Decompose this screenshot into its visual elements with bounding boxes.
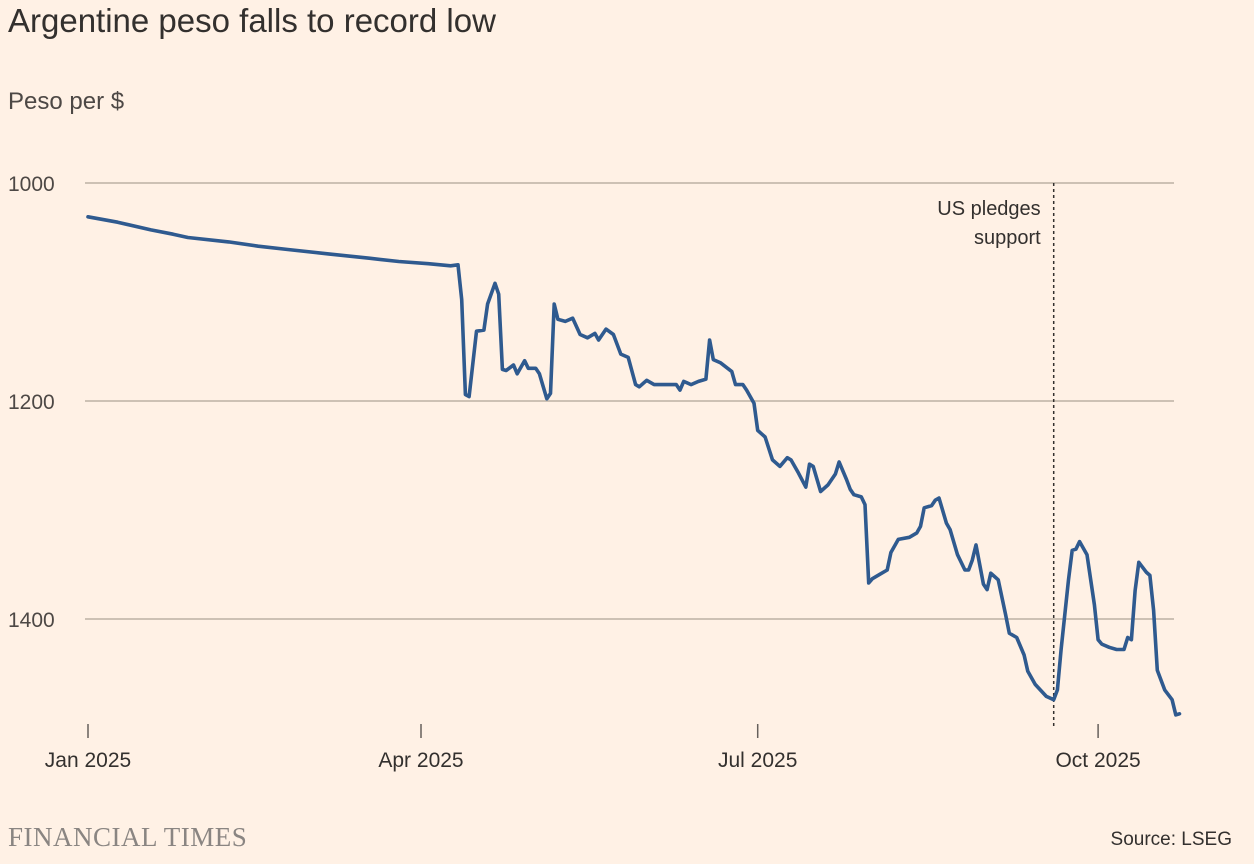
chart-title: Argentine peso falls to record low	[8, 2, 496, 39]
ft-logo: FINANCIAL TIMES	[8, 822, 248, 852]
y-axis-label: Peso per $	[8, 88, 125, 115]
x-tick-label: Oct 2025	[1055, 749, 1140, 772]
y-tick-label: 1200	[8, 391, 55, 414]
y-tick-label: 1400	[8, 609, 55, 632]
x-tick-label: Apr 2025	[378, 749, 463, 772]
x-tick-label: Jan 2025	[45, 749, 131, 772]
source-note: Source: LSEG	[1110, 829, 1232, 850]
annotation-label: US pledges	[937, 198, 1040, 220]
peso-line	[86, 215, 1182, 717]
x-tick-label: Jul 2025	[718, 749, 797, 772]
annotation-label: support	[974, 227, 1041, 249]
y-tick-label: 1000	[8, 173, 55, 196]
